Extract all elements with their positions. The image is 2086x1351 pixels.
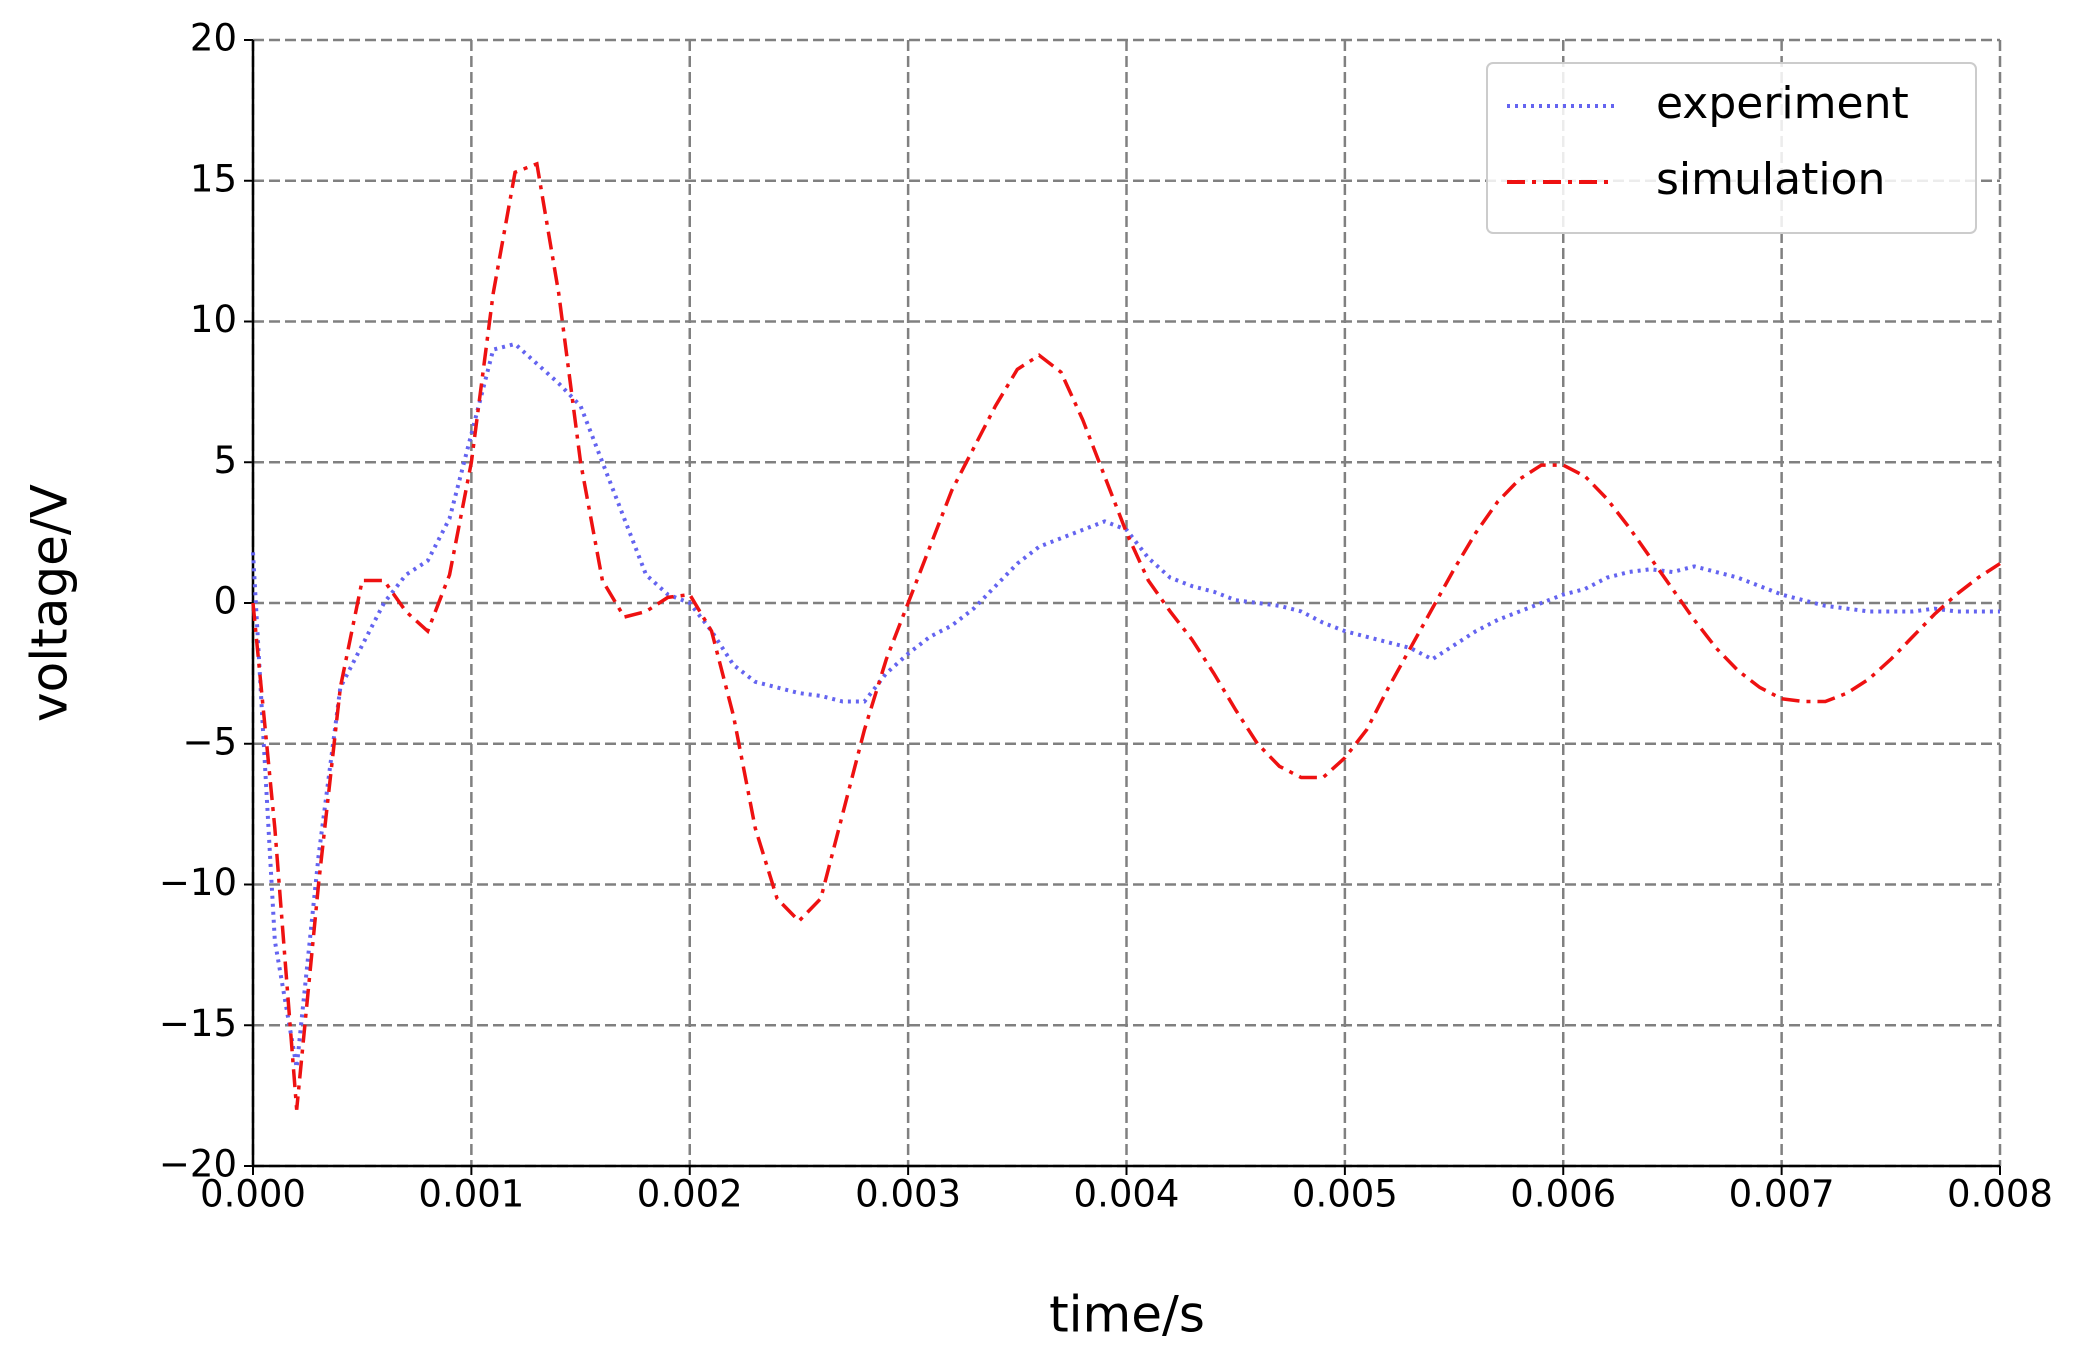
y-tick-label: 20 bbox=[190, 17, 237, 60]
x-tick-label: 0.000 bbox=[200, 1173, 306, 1216]
x-axis-label: time/s bbox=[1049, 1286, 1205, 1344]
legend-label: simulation bbox=[1656, 154, 1885, 205]
x-tick-label: 0.001 bbox=[418, 1173, 524, 1216]
x-tick-label: 0.002 bbox=[637, 1173, 743, 1216]
x-tick-label: 0.003 bbox=[855, 1173, 961, 1216]
y-tick-label: 0 bbox=[213, 580, 237, 623]
x-tick-label: 0.006 bbox=[1510, 1173, 1616, 1216]
x-tick-label: 0.005 bbox=[1292, 1173, 1398, 1216]
y-tick-label: −10 bbox=[159, 861, 237, 904]
series-line bbox=[251, 341, 2000, 1068]
series-line bbox=[251, 161, 2001, 1110]
y-tick-label: 15 bbox=[190, 157, 237, 200]
x-tick-label: 0.004 bbox=[1074, 1173, 1180, 1216]
legend-box bbox=[1486, 62, 1977, 234]
y-tick-label: −20 bbox=[159, 1143, 237, 1186]
y-tick-label: 10 bbox=[190, 298, 237, 341]
x-tick-label: 0.008 bbox=[1947, 1173, 2053, 1216]
y-axis-label: voltage/V bbox=[21, 484, 79, 722]
y-tick-label: −5 bbox=[182, 720, 237, 763]
x-tick-label: 0.007 bbox=[1729, 1173, 1835, 1216]
legend-label: experiment bbox=[1656, 78, 1909, 129]
y-tick-label: 5 bbox=[213, 439, 237, 482]
y-tick-label: −15 bbox=[159, 1002, 237, 1045]
